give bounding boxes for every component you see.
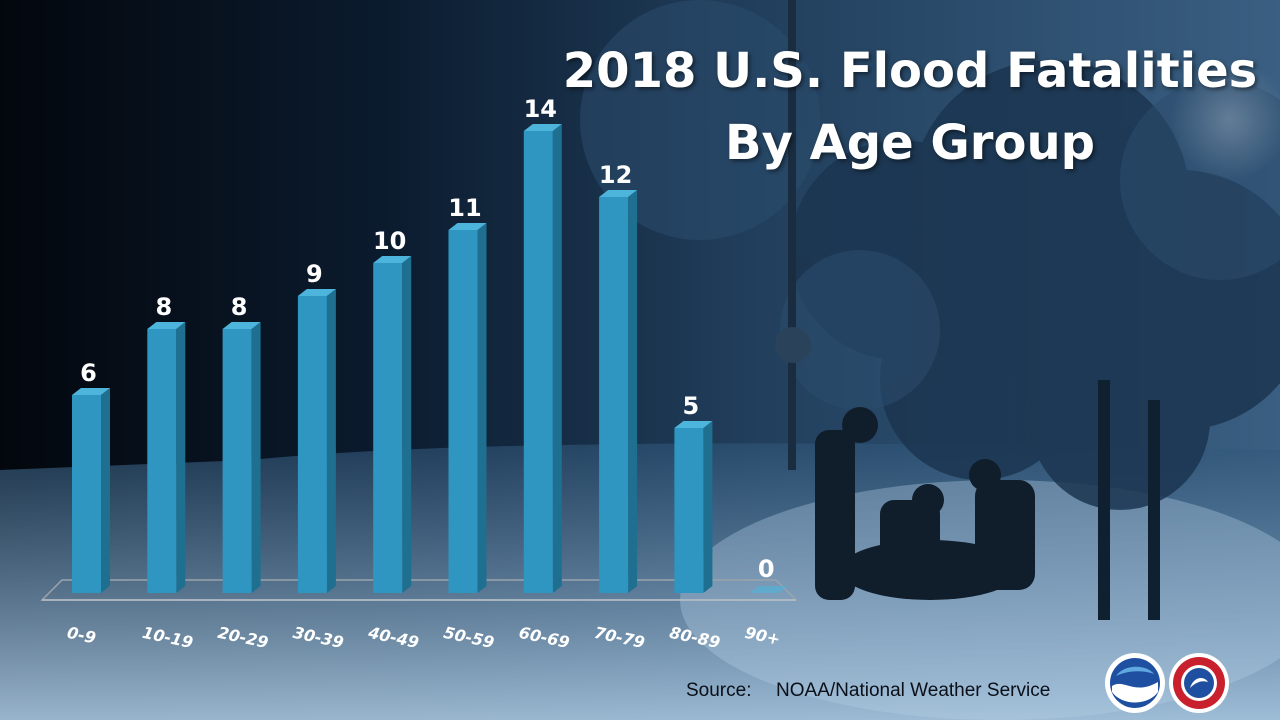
bar-40-49 <box>373 256 411 593</box>
nws-logo <box>1168 652 1230 714</box>
data-label-90+: 0 <box>758 555 775 583</box>
source-note: Source: NOAA/National Weather Service <box>686 680 1050 702</box>
bar-50-59 <box>449 223 487 593</box>
bar-20-29 <box>223 322 261 593</box>
data-label-80-89: 5 <box>683 392 700 420</box>
data-label-20-29: 8 <box>231 293 248 321</box>
x-tick-label-40-49: 40-49 <box>366 623 421 652</box>
data-label-60-69: 14 <box>524 95 557 123</box>
source-text: NOAA/National Weather Service <box>776 680 1050 702</box>
data-label-10-19: 8 <box>155 293 172 321</box>
bar-60-69 <box>524 124 562 593</box>
x-tick-label-30-39: 30-39 <box>291 623 345 652</box>
x-tick-label-10-19: 10-19 <box>141 623 195 652</box>
x-tick-label-20-29: 20-29 <box>216 623 270 652</box>
bar-chart: 6 8 8 9 10 11 14 12 5 0 0-9 10-19 20-29 30-39 40-49 50… <box>0 0 1280 720</box>
data-label-30-39: 9 <box>306 260 323 288</box>
x-tick-labels-group: 0-9 10-19 20-29 30-39 40-49 50-59 60-69 70-79 80… <box>65 623 782 652</box>
bar-70-79 <box>599 190 637 593</box>
x-tick-label-80-89: 80-89 <box>668 623 722 652</box>
bar-80-89 <box>674 421 712 593</box>
x-tick-label-70-79: 70-79 <box>593 623 647 652</box>
source-label: Source: <box>686 680 751 702</box>
data-label-40-49: 10 <box>373 227 406 255</box>
bar-10-19 <box>147 322 185 593</box>
noaa-logo <box>1104 652 1166 714</box>
data-label-70-79: 12 <box>599 161 632 189</box>
x-tick-label-50-59: 50-59 <box>442 623 496 652</box>
data-label-50-59: 11 <box>448 194 481 222</box>
x-tick-label-90+: 90+ <box>743 623 782 649</box>
bar-90+ <box>750 586 788 593</box>
bars-group <box>72 124 788 593</box>
x-tick-label-0-9: 0-9 <box>65 623 97 648</box>
data-label-0-9: 6 <box>80 359 97 387</box>
bar-30-39 <box>298 289 336 593</box>
x-tick-label-60-69: 60-69 <box>517 623 571 652</box>
bar-0-9 <box>72 388 110 593</box>
